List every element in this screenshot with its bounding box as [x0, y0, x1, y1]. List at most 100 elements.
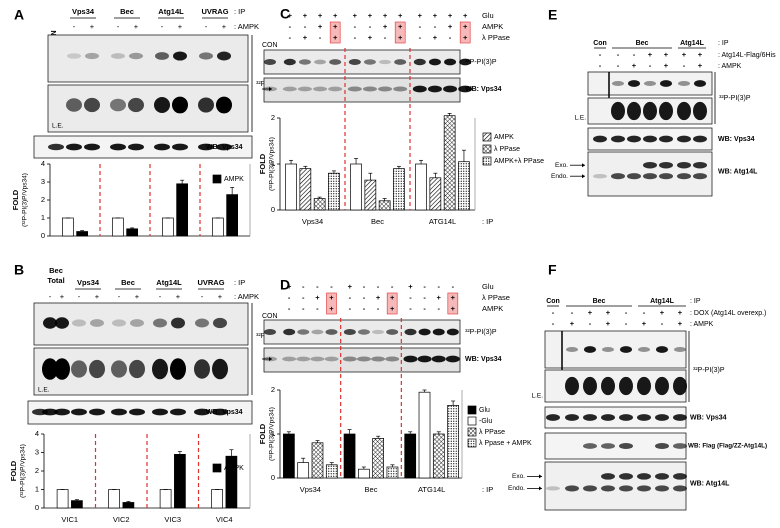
band	[677, 173, 691, 180]
sign: -	[117, 22, 120, 31]
legend-label: -Glu	[479, 418, 492, 425]
band	[678, 80, 690, 87]
band	[130, 319, 144, 327]
sign: -	[304, 22, 307, 31]
band	[443, 85, 458, 93]
arrow-head	[269, 87, 272, 91]
band	[264, 58, 276, 66]
band	[673, 414, 687, 421]
sign: -	[316, 304, 319, 313]
band	[85, 52, 99, 60]
sign: +	[222, 22, 227, 31]
sign: +	[606, 319, 611, 328]
blot-note: L.E.	[531, 393, 543, 400]
legend-label: Glu	[479, 407, 490, 414]
sign: +	[570, 319, 575, 328]
x-tick-label: VIC1	[61, 515, 78, 524]
x-tick-label: VIC4	[216, 515, 233, 524]
x-tick-label: ATG14L	[429, 217, 456, 226]
bar	[162, 217, 174, 237]
sign: -	[452, 282, 455, 291]
bar	[432, 433, 445, 479]
row-label: : Atg14L-Flag/6His	[718, 52, 776, 59]
band	[637, 376, 651, 396]
sign: +	[451, 304, 456, 313]
sign: +	[329, 304, 334, 313]
bar	[176, 183, 188, 237]
band	[445, 355, 460, 363]
band	[677, 101, 691, 121]
sign: +	[329, 293, 334, 302]
band	[310, 356, 325, 362]
band	[129, 52, 143, 60]
sign: +	[315, 293, 320, 302]
band	[660, 80, 672, 87]
sign: +	[451, 293, 456, 302]
legend-swatch	[482, 132, 492, 142]
legend-label: λ PPase	[479, 429, 505, 436]
band	[343, 328, 356, 336]
sign: -	[330, 282, 333, 291]
blot-label: WB: Atg14L	[690, 480, 730, 487]
x-tick-label: VIC3	[164, 515, 181, 524]
sign: -	[302, 304, 305, 313]
band	[637, 485, 651, 492]
arrow-head	[539, 474, 542, 479]
panel-label: F	[548, 262, 557, 278]
sign: +	[95, 292, 100, 301]
blot	[47, 84, 249, 133]
band	[643, 161, 657, 169]
bar	[285, 163, 297, 211]
band	[386, 329, 399, 335]
sign: -	[437, 282, 440, 291]
sign: -	[319, 33, 322, 42]
band	[612, 80, 624, 87]
sign: +	[437, 293, 442, 302]
band	[546, 414, 560, 421]
sign: +	[682, 50, 687, 59]
bar	[386, 466, 399, 479]
bar	[174, 454, 186, 509]
band	[314, 59, 327, 65]
band	[84, 97, 100, 113]
band	[325, 329, 338, 335]
sign: +	[333, 33, 338, 42]
sign: -	[377, 282, 380, 291]
band	[428, 58, 441, 66]
sign: +	[463, 33, 468, 42]
y-tick-label: 2	[271, 385, 275, 394]
blot-note: Exo.	[555, 162, 568, 169]
band	[637, 473, 651, 480]
sign: +	[398, 11, 403, 20]
band	[673, 376, 687, 396]
band	[212, 408, 228, 416]
band	[379, 59, 392, 65]
bar	[111, 217, 124, 237]
band	[54, 358, 70, 380]
sign: -	[363, 282, 366, 291]
band	[313, 86, 328, 92]
lane-label: CON	[262, 313, 278, 320]
band	[264, 328, 276, 336]
row-label: AMPK	[482, 304, 503, 313]
band	[583, 414, 597, 421]
y-tick-label: 2	[35, 466, 39, 475]
sign: +	[353, 11, 358, 20]
sign: +	[383, 11, 388, 20]
bar	[378, 200, 391, 211]
band	[212, 358, 228, 380]
band	[673, 485, 687, 492]
y-axis-label: FOLD	[11, 189, 20, 210]
ip-label: : IP	[482, 217, 493, 226]
sign: +	[368, 11, 373, 20]
band	[66, 143, 82, 151]
y-tick-label: 0	[35, 503, 39, 512]
blot-label: WB: Vps34	[206, 409, 243, 416]
sign: +	[632, 61, 637, 70]
band	[565, 485, 579, 492]
band	[403, 355, 418, 363]
band	[154, 97, 170, 113]
bar	[108, 489, 120, 509]
band	[394, 59, 407, 65]
row-label: λ PPase	[482, 33, 510, 42]
